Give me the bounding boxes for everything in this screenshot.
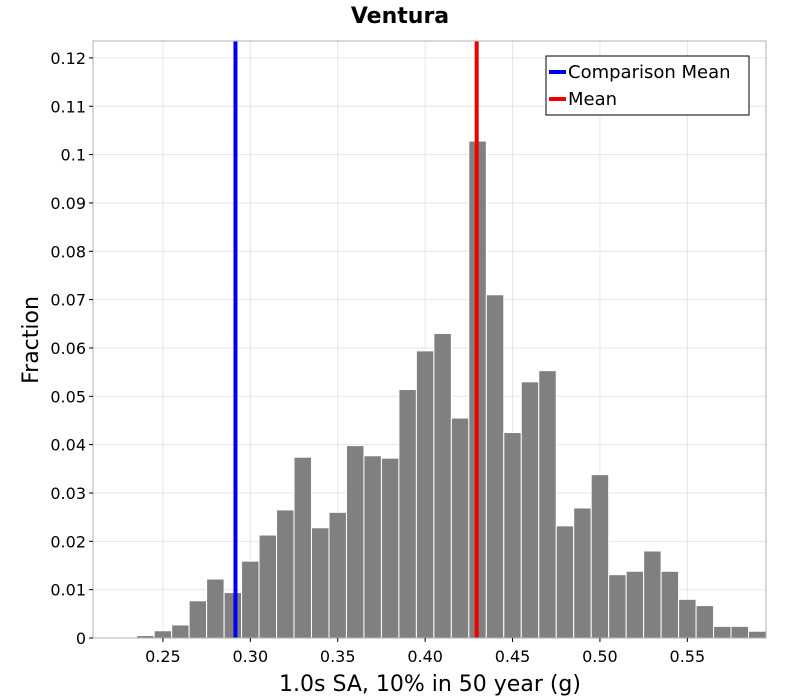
histogram-bar <box>625 570 645 639</box>
histogram-bar <box>643 550 662 639</box>
histogram-bar <box>276 509 295 639</box>
mean-lines <box>233 41 479 638</box>
x-tick-label: 0.55 <box>670 647 706 666</box>
y-tick-label: 0.11 <box>50 97 86 116</box>
y-tick-label: 0.03 <box>50 484 86 503</box>
plot-frame <box>92 40 767 639</box>
y-tick-label: 0.07 <box>50 291 86 310</box>
histogram-bar <box>328 511 347 639</box>
histogram-bar <box>380 457 400 639</box>
y-tick-label: 0.02 <box>50 532 86 551</box>
histogram-bar <box>538 370 557 639</box>
histogram-bar <box>188 600 208 639</box>
histogram-bar <box>590 474 610 639</box>
y-tick-label: 0.06 <box>50 339 86 358</box>
histogram-bar <box>695 605 715 639</box>
legend-label-mean: Mean <box>568 89 617 110</box>
x-tick-label: 0.40 <box>407 647 443 666</box>
histogram-bar <box>748 630 767 639</box>
histogram-bar <box>660 570 680 639</box>
y-axis-title: Fraction <box>19 296 44 384</box>
legend-box <box>545 55 750 116</box>
x-tick-label: 0.25 <box>145 647 181 666</box>
y-tick-label: 0.04 <box>50 436 86 455</box>
histogram-bar <box>398 389 417 639</box>
histogram-bar <box>363 455 382 639</box>
histogram-bar <box>311 527 330 639</box>
histogram-bar <box>171 624 190 639</box>
histogram-bar <box>153 630 173 639</box>
histogram-bars <box>118 140 767 639</box>
histogram-bar <box>678 598 697 639</box>
x-tick-label: 0.35 <box>320 647 356 666</box>
y-tick-label: 0.1 <box>61 146 86 165</box>
histogram-bar <box>555 525 575 639</box>
legend-label-comparison-mean: Comparison Mean <box>568 62 731 83</box>
x-tick-label: 0.45 <box>495 647 531 666</box>
y-axis-ticks: 0 0.01 0.02 0.03 0.04 0.05 0.06 0.07 0.08 0.09 0.1… <box>50 49 93 648</box>
x-axis-ticks: 0.25 0.30 0.35 0.40 0.45 0.50 0.55 <box>145 638 705 666</box>
y-tick-label: 0.01 <box>50 581 86 600</box>
histogram-bar <box>503 432 522 639</box>
histogram-bar <box>345 445 365 639</box>
y-tick-label: 0 <box>76 629 86 648</box>
histogram-bar <box>520 381 540 639</box>
x-axis-title: 1.0s SA, 10% in 50 year (g) <box>279 672 581 697</box>
histogram-bar <box>433 332 452 639</box>
y-tick-label: 0.12 <box>50 49 86 68</box>
histogram-bar <box>608 574 627 639</box>
histogram-bar <box>206 578 225 639</box>
histogram-bar <box>241 560 260 639</box>
y-tick-label: 0.09 <box>50 194 86 213</box>
histogram-bar <box>415 350 435 639</box>
histogram-bar <box>293 456 313 639</box>
histogram-bar <box>485 294 505 639</box>
histogram-bar <box>730 625 750 639</box>
x-tick-label: 0.30 <box>233 647 269 666</box>
legend: Comparison Mean Mean <box>545 55 750 116</box>
histogram-bar <box>713 625 732 639</box>
x-tick-label: 0.50 <box>582 647 618 666</box>
histogram-bar <box>573 507 592 639</box>
histogram-bar <box>258 534 278 639</box>
y-tick-label: 0.05 <box>50 387 86 406</box>
chart-title: Ventura <box>351 4 449 29</box>
histogram-bar <box>450 417 470 639</box>
y-tick-label: 0.08 <box>50 242 86 261</box>
histogram-bar <box>223 592 243 639</box>
